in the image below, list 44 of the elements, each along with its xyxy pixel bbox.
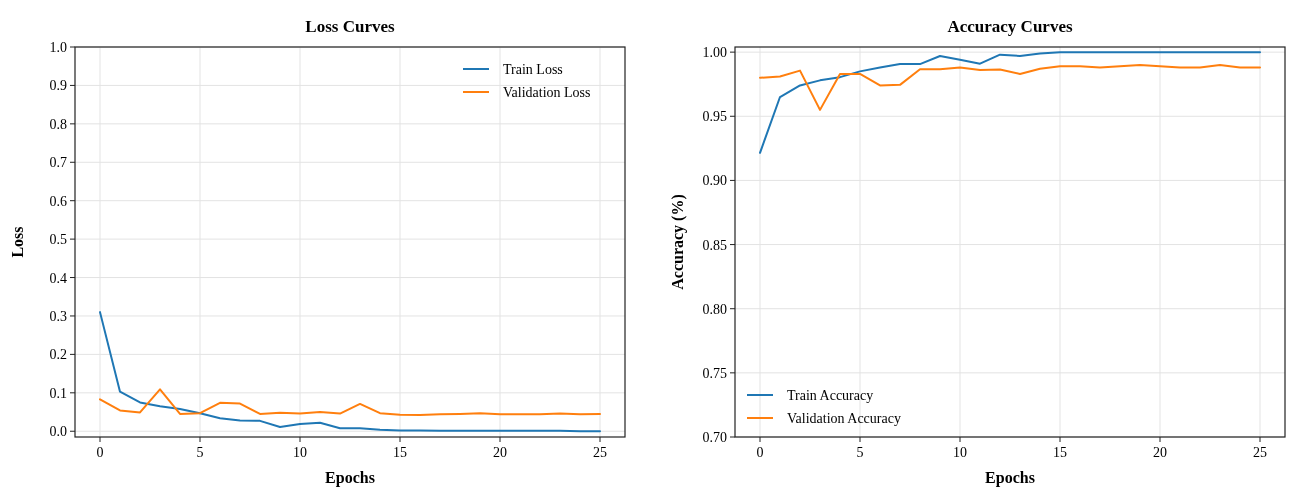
legend-label: Validation Loss [503,85,591,100]
x-tick-label: 20 [493,445,507,460]
y-axis-title: Loss [9,226,26,258]
legend-label: Train Accuracy [787,388,874,403]
legend-label: Train Loss [503,62,563,77]
y-tick-label: 0.2 [49,347,67,363]
x-tick-label: 0 [96,445,104,460]
y-tick-label: 1.0 [49,40,67,55]
x-tick-label: 5 [856,445,864,460]
line-series [99,388,601,417]
y-tick-label: 0.5 [49,232,67,248]
y-tick-label: 0.1 [49,385,67,401]
y-tick-label: 0.90 [702,173,727,189]
x-tick-label: 10 [953,445,967,460]
y-tick-label: 0.75 [702,365,727,381]
x-tick-label: 25 [593,445,607,460]
x-tick-label: 20 [1153,445,1167,460]
y-tick-label: 0.80 [702,301,727,317]
chart-title: Accuracy Curves [947,17,1073,36]
x-axis-title: Epochs [985,469,1035,487]
x-tick-label: 0 [756,445,764,460]
y-tick-label: 0.70 [702,430,727,445]
legend-label: Validation Accuracy [787,411,901,426]
y-tick-label: 0.6 [49,193,67,209]
y-axis-title: Accuracy (%) [669,194,687,290]
line-series [759,63,1261,111]
chart-title: Loss Curves [305,17,396,36]
line-series [99,311,601,433]
y-tick-label: 0.0 [49,424,67,440]
x-tick-label: 15 [1053,445,1067,460]
x-tick-label: 15 [393,445,407,460]
y-tick-label: 0.9 [49,78,67,94]
x-tick-label: 10 [293,445,307,460]
y-tick-label: 0.8 [49,116,67,132]
line-series [759,51,1261,154]
x-tick-label: 25 [1253,445,1267,460]
x-tick-label: 5 [196,445,204,460]
y-tick-label: 0.4 [49,270,67,286]
y-tick-label: 0.85 [702,237,727,253]
y-tick-label: 0.7 [49,155,67,171]
y-tick-label: 0.3 [49,308,67,324]
y-tick-label: 1.00 [702,45,727,61]
x-axis-title: Epochs [325,469,375,487]
y-tick-label: 0.95 [702,109,727,125]
